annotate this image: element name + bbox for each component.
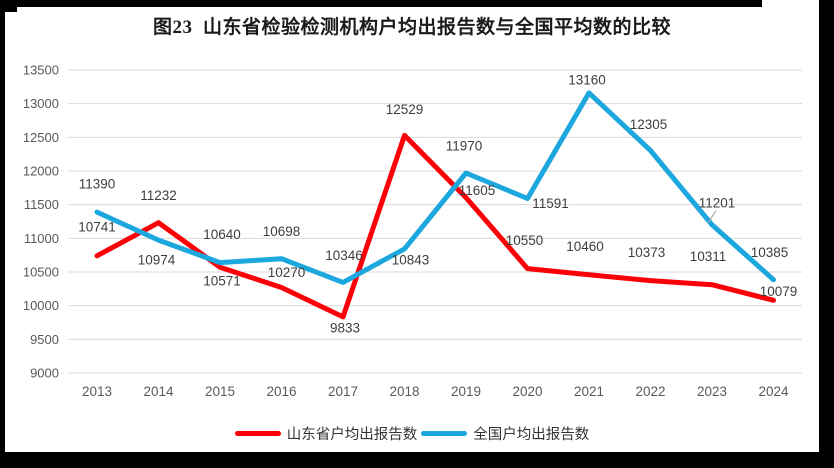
- x-axis-tick: 2021: [574, 384, 604, 399]
- data-label: 10741: [78, 219, 116, 234]
- x-axis-tick: 2017: [328, 384, 358, 399]
- data-label: 10270: [268, 265, 306, 280]
- x-axis-tick: 2019: [451, 384, 481, 399]
- data-label: 9833: [330, 320, 360, 335]
- y-axis-tick: 13500: [23, 63, 59, 78]
- legend-swatch-shandong-icon: [234, 431, 281, 436]
- photo-border-top: [0, 0, 762, 7]
- legend-swatch-national-icon: [421, 431, 468, 436]
- data-label: 10698: [263, 224, 301, 239]
- data-label: 10571: [203, 274, 241, 289]
- y-axis-tick: 11500: [24, 197, 59, 212]
- legend-label-shandong: 山东省户均出报告数: [286, 427, 418, 443]
- x-axis-tick: 2014: [143, 384, 174, 399]
- y-axis-tick: 9500: [30, 332, 59, 347]
- data-label: 11201: [699, 195, 736, 210]
- chart-title: 图23 山东省检验检测机构户均出报告数与全国平均数的比较: [152, 17, 671, 38]
- data-label: 10460: [566, 239, 604, 254]
- data-label: 10843: [392, 252, 430, 267]
- data-label: 10640: [203, 227, 241, 242]
- x-axis-tick: 2023: [697, 384, 727, 399]
- data-label: 11232: [140, 188, 177, 203]
- y-axis-tick: 9000: [30, 366, 59, 381]
- series-line-1: [94, 90, 776, 285]
- legend: 山东省户均出报告数 全国户均出报告数: [6, 423, 818, 444]
- legend-item-shandong: 山东省户均出报告数: [234, 423, 418, 444]
- data-label: 11390: [79, 177, 116, 192]
- data-label: 10550: [506, 233, 544, 248]
- data-label: 12305: [630, 117, 668, 132]
- data-label: 10385: [751, 245, 789, 260]
- series-line-0: [94, 132, 776, 320]
- data-label: 10311: [690, 249, 727, 264]
- x-axis-tick: 2015: [205, 384, 235, 399]
- data-label: 11970: [446, 139, 483, 154]
- y-axis-tick: 12500: [23, 130, 59, 145]
- photo-border-right: [819, 0, 834, 468]
- data-label: 13160: [568, 72, 606, 87]
- x-axis-tick: 2018: [389, 384, 419, 399]
- data-label: 12529: [386, 102, 424, 117]
- x-axis-tick: 2013: [82, 384, 112, 399]
- legend-label-national: 全国户均出报告数: [473, 427, 590, 443]
- data-label: 11605: [459, 183, 496, 198]
- data-label: 10974: [138, 253, 176, 268]
- y-axis-tick: 13000: [23, 96, 59, 111]
- y-axis-tick: 10000: [23, 298, 59, 313]
- label-callout-line: [707, 210, 717, 224]
- photo-border-left: [0, 0, 5, 452]
- y-axis-tick: 10500: [23, 265, 59, 280]
- x-axis-tick: 2020: [512, 384, 542, 399]
- photo-border-bottom: [0, 452, 834, 468]
- data-label: 10079: [760, 284, 798, 299]
- x-axis-tick: 2016: [266, 384, 296, 399]
- legend-item-national: 全国户均出报告数: [421, 423, 589, 444]
- data-label: 11591: [532, 196, 569, 211]
- y-axis-tick: 11000: [24, 231, 59, 246]
- data-label: 10346: [325, 248, 363, 263]
- x-axis-tick: 2022: [635, 384, 665, 399]
- data-label: 10373: [628, 245, 666, 260]
- x-axis-tick: 2024: [758, 384, 789, 399]
- y-axis-tick: 12000: [23, 164, 59, 179]
